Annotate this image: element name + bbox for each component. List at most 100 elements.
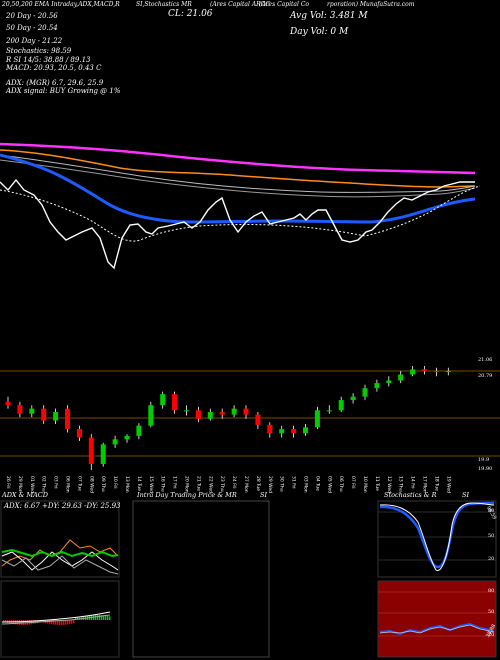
date-tick-label: 01 Wed <box>29 476 35 493</box>
date-tick-label: 06 Mon <box>65 476 71 493</box>
date-tick-label: 31 Fri <box>291 476 297 489</box>
macd-bar <box>107 615 109 620</box>
candle-body <box>76 429 82 438</box>
macd-bar <box>61 620 63 625</box>
price-label-low: 19.9 <box>478 457 490 463</box>
magenta-ema200-line <box>0 142 476 175</box>
date-tick-label: 13 Thu <box>398 476 404 492</box>
candle-body <box>350 396 356 401</box>
date-tick-label: 22 Wed <box>207 476 213 493</box>
date-tick-label: 15 Wed <box>148 476 154 493</box>
date-tick-label: 13 Mon <box>124 476 130 493</box>
candle-body <box>303 427 308 434</box>
white-dotted-line <box>0 185 481 242</box>
date-tick-label: 27 Mon <box>243 476 249 493</box>
date-tick-label: 29 Mon <box>17 476 23 493</box>
intraday-panel-frame <box>132 500 270 658</box>
candle-body <box>112 439 118 445</box>
date-tick-label: 18 Tue <box>433 476 439 491</box>
macd-bar <box>41 620 43 623</box>
date-tick-label: 20 Mon <box>184 476 190 493</box>
macd-bar <box>65 620 67 625</box>
macd-bar <box>63 620 65 625</box>
macd-bar <box>37 620 39 623</box>
candle-body <box>291 429 297 434</box>
candle-body <box>267 424 273 434</box>
close-price: CL: 21.06 <box>168 9 213 19</box>
intraday-title: Intra Day Trading Price & MR <box>137 491 237 499</box>
price-label-low2: 19.90 <box>478 466 493 472</box>
macd-bar <box>109 616 111 620</box>
candle-body <box>100 444 106 465</box>
rsi-line-white <box>379 624 495 634</box>
candle-body <box>410 369 416 375</box>
date-tick-label: 03 Fri <box>53 476 59 489</box>
adx-readout: ADX: (MGR) 6.7, 29.6, 25.9 <box>6 79 104 87</box>
candle-body <box>445 371 451 373</box>
stochastics-panel-frame <box>377 500 497 578</box>
candle-body <box>243 408 249 415</box>
macd-bar <box>105 615 107 620</box>
stoch-tick-50: 50 <box>488 533 495 539</box>
ema20-readout: 20 Day - 20.56 <box>6 12 58 20</box>
avg-volume: Avg Vol: 3.481 M <box>290 11 368 21</box>
header-title-right: (Ares Capital Co <box>259 1 310 8</box>
macd-bar <box>53 620 55 625</box>
date-tick-label: 03 Mon <box>303 476 309 493</box>
candle-panel <box>5 366 451 470</box>
candle-body <box>148 405 154 426</box>
date-tick-label: 29 Wed <box>267 476 273 493</box>
date-tick-label: 17 Fri <box>172 476 178 489</box>
adx-values-readout: ADX: 6.67 +DY: 29.63 -DY: 25.93 <box>4 502 121 510</box>
date-tick-label: 06 Thu <box>338 476 344 492</box>
candle-body <box>136 425 142 436</box>
date-tick-label: 04 Tue <box>314 476 320 491</box>
candle-body <box>279 429 285 434</box>
macd-bar <box>57 620 59 625</box>
candle-body <box>172 394 178 411</box>
date-tick-label: 07 Fri <box>350 476 356 489</box>
header-title-mid2: (Ares Capital ARCC <box>210 1 270 8</box>
adx-line-gray <box>1 555 119 575</box>
candle-body <box>433 371 439 373</box>
white-price-line <box>0 178 475 270</box>
macd-bar <box>59 620 61 625</box>
date-tick-label: 28 Tue <box>255 476 261 491</box>
date-tick-label: 07 Tue <box>76 476 82 491</box>
date-tick-label: 09 Thu <box>100 476 106 492</box>
rsi-readout: R SI 14/5: 38.88 / 89.13 <box>6 56 91 64</box>
adx-line-green <box>1 548 119 558</box>
candle-body <box>65 408 70 430</box>
stochastics-title: Stochastics & R <box>384 491 437 499</box>
macd-bar <box>55 620 57 625</box>
macd-bar <box>75 617 77 620</box>
stoch-tick-20: 20 <box>488 556 495 562</box>
candle-body <box>219 412 225 415</box>
macd-bar <box>95 615 97 620</box>
candle-body <box>207 412 213 419</box>
candle-body <box>17 405 23 414</box>
candle-body <box>338 400 344 411</box>
candle-body <box>231 408 237 415</box>
ema50-readout: 50 Day - 20.54 <box>6 24 58 32</box>
macd-bar <box>3 620 5 622</box>
date-tick-label: 14 Tue <box>136 476 142 491</box>
day-volume: Day Vol: 0 M <box>290 27 349 37</box>
macd-line-white <box>1 611 111 623</box>
candle-body <box>398 374 404 381</box>
candle-body <box>386 380 392 384</box>
date-tick-label: 19 Wed <box>445 476 451 493</box>
candle-body <box>88 437 94 465</box>
candle-body <box>184 410 189 412</box>
date-tick-label: 21 Tue <box>195 476 201 491</box>
candle-body <box>374 383 380 389</box>
ema200-readout: 200 Day - 21.22 <box>6 37 63 45</box>
blue-ema-line <box>0 153 476 224</box>
date-tick-label: 17 Mon <box>422 476 428 493</box>
ema-panel <box>0 142 481 270</box>
date-axis: 26 Fri 29 Mon 01 Wed 02 Thu 03 Fri 06 Mon 07 T… <box>5 476 451 493</box>
macd-bar <box>71 620 73 624</box>
rsi-tick-80: 80 <box>488 588 495 594</box>
